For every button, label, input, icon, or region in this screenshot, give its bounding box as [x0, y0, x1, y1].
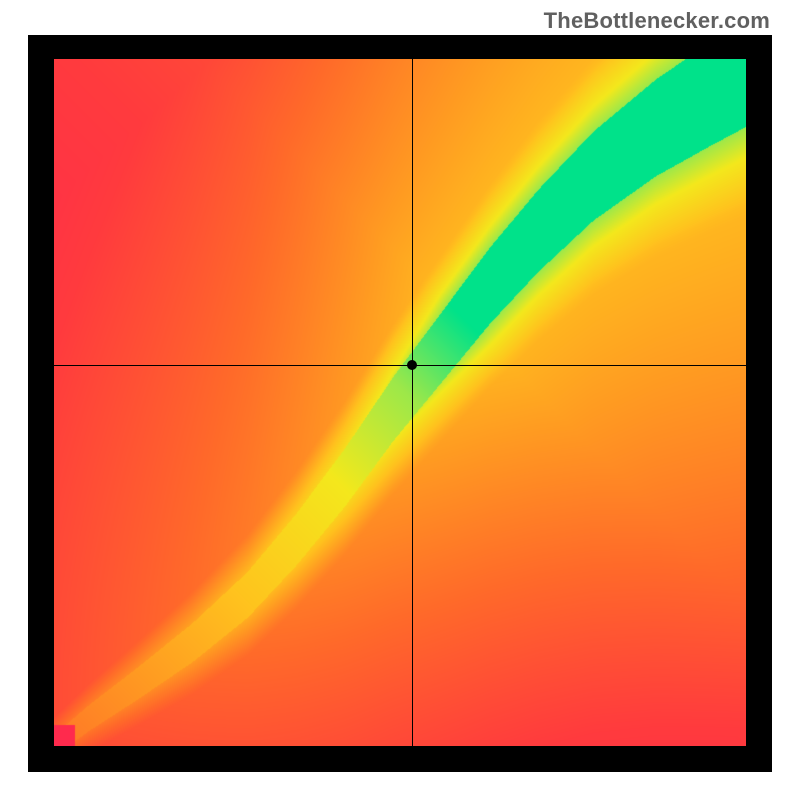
- heatmap-canvas: [54, 59, 746, 746]
- watermark-text: TheBottlenecker.com: [544, 8, 770, 34]
- plot-outer-border: [28, 35, 772, 772]
- crosshair-horizontal-line: [54, 365, 746, 366]
- crosshair-marker-dot: [407, 360, 417, 370]
- heatmap-plot-area: [54, 59, 746, 746]
- chart-container: TheBottlenecker.com: [0, 0, 800, 800]
- crosshair-vertical-line: [412, 59, 413, 746]
